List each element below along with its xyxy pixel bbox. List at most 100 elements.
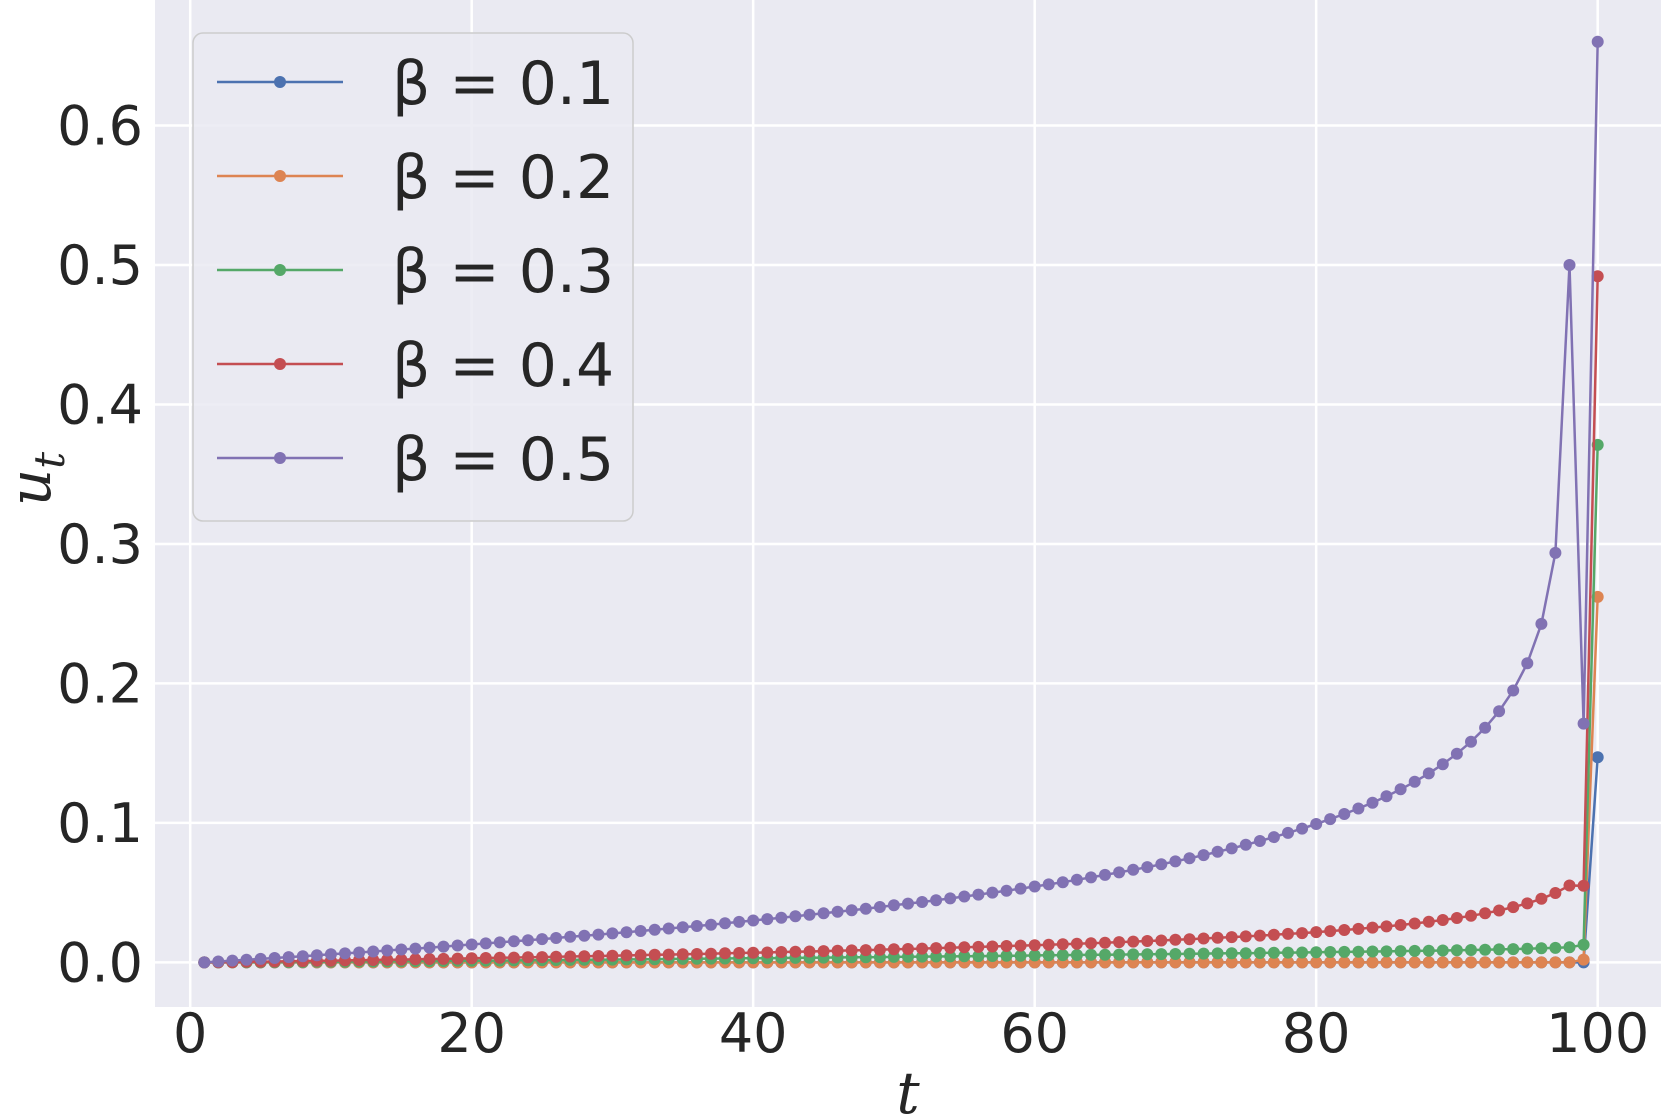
series-line <box>204 596 1599 964</box>
data-point <box>887 899 900 912</box>
data-point <box>564 950 577 963</box>
data-point <box>620 926 633 939</box>
data-point <box>733 915 746 928</box>
legend-marker <box>274 264 286 276</box>
data-point <box>1155 956 1168 969</box>
data-point <box>1267 946 1280 959</box>
x-axis-label: t <box>896 1059 920 1119</box>
x-tick-label: 0 <box>173 1002 207 1065</box>
data-point <box>381 944 394 957</box>
data-point <box>986 950 999 962</box>
data-point <box>986 886 999 899</box>
data-point <box>592 950 605 962</box>
data-point <box>1507 956 1520 969</box>
data-point <box>1380 920 1393 933</box>
data-point <box>1324 956 1337 969</box>
data-point <box>1155 948 1168 961</box>
data-point <box>1450 944 1463 957</box>
data-point <box>1099 948 1111 961</box>
data-point <box>1380 790 1393 803</box>
data-point <box>1535 956 1548 969</box>
data-point <box>1324 925 1337 938</box>
legend: β = 0.1 β = 0.2 β = 0.3 β = 0.4 β = 0.5 <box>192 32 634 522</box>
data-point <box>831 944 844 957</box>
data-point <box>451 939 464 952</box>
data-point <box>1577 938 1590 951</box>
data-point <box>1366 921 1379 934</box>
x-tick-label: 20 <box>437 1002 506 1065</box>
data-point <box>1197 956 1210 969</box>
data-point <box>1042 949 1055 962</box>
data-point <box>423 941 436 954</box>
data-point <box>1085 948 1097 961</box>
data-point <box>1253 835 1266 847</box>
data-point <box>1127 935 1140 948</box>
data-point <box>1267 831 1280 844</box>
data-point <box>789 910 802 923</box>
data-point <box>451 952 464 965</box>
data-point <box>1239 947 1252 960</box>
data-point <box>1099 868 1111 881</box>
data-point <box>1070 873 1083 886</box>
data-point <box>1366 956 1379 969</box>
data-point <box>339 947 351 960</box>
data-point <box>1549 941 1562 954</box>
data-point <box>1549 887 1562 899</box>
data-point <box>902 943 914 955</box>
series-line <box>204 276 1599 964</box>
data-point <box>859 944 872 957</box>
legend-label: β = 0.4 <box>392 331 614 401</box>
data-point <box>1563 879 1576 892</box>
data-point <box>226 954 239 967</box>
y-tick-labels: 0.0 0.1 0.2 0.3 0.4 0.5 0.6 <box>57 95 143 995</box>
data-point <box>761 913 774 926</box>
data-point <box>367 945 380 958</box>
data-point <box>648 948 661 961</box>
data-point <box>1479 943 1492 956</box>
data-point <box>1521 657 1534 670</box>
data-point <box>296 950 309 963</box>
data-point <box>550 950 563 963</box>
y-tick-label: 0.1 <box>57 792 143 855</box>
y-axis-label: ut <box>0 452 74 506</box>
data-point <box>1535 617 1548 630</box>
data-point <box>1422 944 1435 957</box>
data-point <box>1479 956 1492 969</box>
data-point <box>1169 956 1182 969</box>
data-point <box>1436 914 1449 926</box>
data-point <box>1549 546 1562 559</box>
data-point <box>1507 684 1520 697</box>
data-point <box>831 905 844 918</box>
data-point <box>507 935 520 948</box>
data-point <box>1282 927 1294 940</box>
data-point <box>986 940 999 953</box>
data-point <box>1310 926 1323 939</box>
data-point <box>254 952 267 965</box>
svg-text:ut: ut <box>0 452 74 506</box>
data-point <box>465 952 478 965</box>
data-point <box>1521 942 1534 955</box>
data-point <box>282 951 295 964</box>
data-point <box>676 921 689 934</box>
data-point <box>1493 705 1506 718</box>
y-axis-label-main: u <box>0 469 64 506</box>
data-point <box>395 953 408 966</box>
data-point <box>1338 945 1351 958</box>
data-point <box>1056 938 1069 951</box>
y-tick-label: 0.4 <box>57 373 143 436</box>
data-point <box>1479 721 1492 734</box>
y-tick-label: 0.3 <box>57 513 143 576</box>
data-point <box>1014 939 1027 952</box>
data-point <box>1408 775 1421 788</box>
data-point <box>268 952 281 964</box>
data-point <box>1591 35 1604 48</box>
data-point <box>1183 947 1196 960</box>
data-point <box>958 890 971 903</box>
data-point <box>1450 956 1463 969</box>
data-point <box>1310 946 1323 959</box>
data-point <box>1380 945 1393 958</box>
data-point <box>1211 947 1224 960</box>
data-point <box>1127 948 1140 961</box>
data-point <box>1563 941 1576 954</box>
data-point <box>1169 933 1182 946</box>
